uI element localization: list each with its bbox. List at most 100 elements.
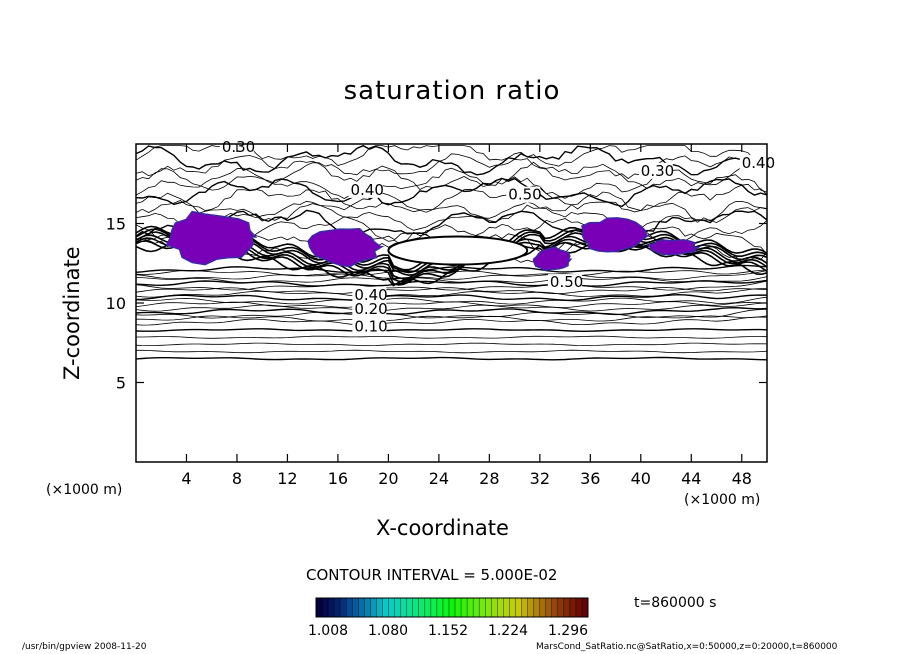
- colorbar-cell: [436, 598, 444, 617]
- contour-line: [135, 287, 768, 294]
- colorbar: [315, 597, 589, 618]
- colorbar-cell: [575, 598, 583, 617]
- contour-line: [135, 270, 768, 281]
- x-unit-right: (×1000 m): [684, 492, 761, 508]
- supersaturated-region: [307, 228, 385, 268]
- colorbar-cell: [521, 598, 529, 617]
- contour-line: [135, 356, 768, 361]
- contour-line: [136, 349, 768, 354]
- footer-right: MarsCond_SatRatio.nc@SatRatio,x=0:50000,…: [536, 642, 838, 652]
- contour-label-bg: [352, 318, 387, 335]
- contour-label: 0.30: [641, 162, 674, 180]
- x-tick-label: 36: [580, 469, 600, 488]
- colorbar-cell: [424, 598, 432, 617]
- colorbar-cell: [328, 598, 335, 617]
- contour-line: [136, 315, 768, 322]
- colorbar-cell: [352, 598, 359, 617]
- contour-line: [135, 309, 768, 319]
- contour-line: [135, 288, 767, 298]
- colorbar-frame: [315, 597, 589, 618]
- x-tick-label: 44: [681, 469, 701, 488]
- x-tick-label: 24: [429, 469, 449, 488]
- x-tick-label: 40: [631, 469, 651, 488]
- x-tick-label: 12: [277, 469, 297, 488]
- colorbar-cell: [430, 598, 438, 617]
- colorbar-cell: [551, 598, 559, 617]
- colorbar-cell: [497, 598, 504, 617]
- colorbar-cell: [509, 598, 516, 617]
- colorbar-cell: [346, 598, 353, 617]
- contour-label: 0.40: [742, 154, 775, 172]
- contour-line: [135, 296, 768, 305]
- chart-title: saturation ratio: [343, 76, 561, 106]
- contour-line: [135, 302, 768, 312]
- contour-line: [135, 264, 768, 274]
- y-tick-label: 15: [106, 215, 126, 234]
- contour-line: [135, 191, 768, 224]
- footer-left: /usr/bin/gpview 2008-11-20: [22, 642, 147, 652]
- contour-line: [135, 177, 768, 208]
- colorbar-cell: [340, 598, 347, 617]
- supersaturated-region: [646, 238, 701, 256]
- x-axis-label: X-coordinate: [376, 516, 509, 540]
- colorbar-tick-label: 1.224: [488, 623, 528, 639]
- x-tick-label: 32: [530, 469, 550, 488]
- colorbar-cell: [557, 598, 565, 617]
- colorbar-cell: [539, 598, 547, 617]
- y-tick-label: 10: [106, 294, 126, 313]
- colorbar-cell: [533, 598, 541, 617]
- supersaturated-region: [581, 217, 651, 253]
- contour-label-bg: [739, 154, 774, 171]
- contour-label: 0.50: [508, 186, 541, 204]
- contour-label-bg: [638, 162, 673, 179]
- colorbar-cell: [569, 598, 577, 617]
- x-tick-label: 28: [479, 469, 499, 488]
- plot-background: [136, 144, 767, 462]
- colorbar-tick-label: 1.008: [308, 623, 348, 639]
- contour-line: [135, 200, 768, 231]
- colorbar-cell: [479, 598, 486, 617]
- y-tick-label: 5: [116, 374, 126, 393]
- colorbar-cell: [515, 598, 523, 617]
- colorbar-cell: [388, 598, 396, 617]
- contour-label: 0.50: [550, 273, 583, 291]
- contour-label-bg: [348, 181, 383, 198]
- colorbar-cell: [406, 598, 414, 617]
- colorbar-cell: [376, 598, 383, 617]
- contour-label: 0.40: [354, 286, 387, 304]
- x-unit-left: (×1000 m): [46, 482, 123, 498]
- contour-line: [135, 153, 768, 182]
- colorbar-cell: [545, 598, 553, 617]
- colorbar-cell: [581, 598, 589, 617]
- contour-line: [135, 280, 768, 291]
- contour-label: 0.10: [354, 318, 387, 336]
- y-axis-label: Z-coordinate: [60, 246, 84, 380]
- y-axis-ticks: 5 10 15: [106, 215, 767, 393]
- colorbar-cell: [400, 598, 408, 617]
- colorbar-tick-label: 1.152: [428, 623, 468, 639]
- colorbar-tick-label: 1.080: [368, 623, 408, 639]
- colorbar-tick-labels: 1.008 1.080 1.152 1.224 1.296: [308, 623, 588, 639]
- contour-line: [136, 335, 768, 339]
- colorbar-cell: [455, 598, 462, 617]
- contour-line: [135, 316, 768, 326]
- contour-line: [135, 242, 768, 287]
- contour-line: [135, 306, 768, 316]
- colorbar-cell: [370, 598, 377, 617]
- contour-line: [135, 209, 768, 238]
- colorbar-cell: [563, 598, 571, 617]
- x-axis-ticks: 4 8 12 16 20 24 28 32 36 40 44 48: [181, 144, 752, 488]
- colorbar-cell: [503, 598, 510, 617]
- colorbar-cell: [491, 598, 498, 617]
- contour-label-bg: [547, 274, 582, 291]
- x-tick-label: 8: [232, 469, 242, 488]
- colorbar-cell: [473, 598, 480, 617]
- contour-label-bg: [352, 286, 387, 303]
- colorbar-cell: [418, 598, 426, 617]
- colorbar-cell: [448, 598, 456, 617]
- contour-label: 0.20: [354, 300, 387, 318]
- colorbar-cell: [461, 598, 468, 617]
- contour-label: 0.30: [222, 138, 255, 156]
- colorbar-cell: [334, 598, 341, 617]
- contour-line: [135, 342, 768, 347]
